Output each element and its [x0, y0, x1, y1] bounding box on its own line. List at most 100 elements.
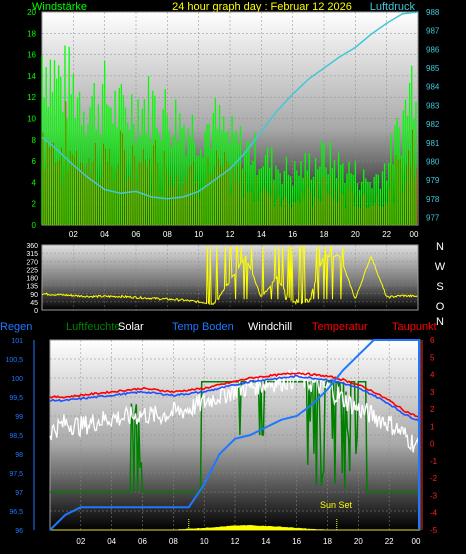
x-tick-label: 00 [412, 537, 421, 546]
y2-tick-label: 985 [426, 64, 440, 73]
compass-label: N [436, 316, 444, 328]
y2-tick-label: -2 [430, 474, 438, 483]
x-tick-label: 02 [69, 230, 78, 239]
dewpoint-line [49, 374, 421, 423]
weather-x-axis: 02 04 06 08 10 12 14 16 18 20 22 00 [76, 537, 421, 546]
y-tick-label: 97,5 [9, 471, 23, 478]
y2-tick-label: 1 [430, 422, 435, 431]
wind-direction-line [41, 246, 418, 306]
y-tick-label: 225 [26, 267, 38, 274]
y-tick-label: 101 [11, 338, 23, 345]
y2-tick-label: 2 [430, 405, 435, 414]
y-tick-label: 4 [32, 178, 37, 187]
weather-series [33, 339, 423, 531]
pressure-axis-title: Luftdruck [370, 1, 416, 13]
y2-tick-label: 983 [426, 101, 440, 110]
y-tick-label: 90 [30, 292, 38, 299]
wind-gust-series [41, 45, 417, 225]
x-tick-label: 06 [132, 230, 141, 239]
y2-tick-label: 0 [430, 440, 435, 449]
y-tick-label: 8 [32, 136, 37, 145]
x-tick-label: 20 [351, 230, 360, 239]
legend-entry: Windchill [248, 321, 292, 333]
y-tick-label: 96 [15, 528, 23, 535]
y2-tick-label: 977 [426, 214, 440, 223]
y2-tick-label: 986 [426, 45, 440, 54]
pressure-y-axis: 988 987 986 985 984 983 982 981 980 979 978 977 [426, 8, 440, 223]
y2-tick-label: 4 [430, 371, 435, 380]
x-tick-label: 22 [382, 230, 391, 239]
wind-x-axis: 02 04 06 08 10 12 14 16 18 20 22 00 [69, 230, 419, 239]
y-tick-label: 14 [27, 72, 36, 81]
y-tick-label: 18 [27, 29, 36, 38]
x-tick-label: 06 [138, 537, 147, 546]
y2-tick-label: 6 [430, 336, 435, 345]
y-tick-label: 270 [26, 259, 38, 266]
x-tick-label: 18 [323, 537, 332, 546]
x-tick-label: 10 [200, 537, 209, 546]
legend-entry: Temperatur [312, 321, 368, 333]
x-tick-label: 16 [288, 230, 297, 239]
sun-set-label: Sun Set [320, 500, 353, 510]
x-tick-label: 02 [76, 537, 85, 546]
x-tick-label: 08 [163, 230, 172, 239]
y-tick-label: 16 [27, 51, 36, 60]
compass-label: S [436, 281, 443, 293]
y2-tick-label: -1 [430, 457, 438, 466]
y-tick-label: 2 [32, 200, 37, 209]
y-tick-label: 98,5 [9, 433, 23, 440]
y2-tick-label: 978 [426, 195, 440, 204]
x-tick-label: 20 [354, 537, 363, 546]
wind-axis-title: Windstärke [32, 1, 87, 13]
x-tick-label: 04 [107, 537, 116, 546]
y2-tick-label: -4 [430, 509, 438, 518]
y-tick-label: 360 [26, 243, 38, 250]
pressure-series [41, 11, 419, 200]
y-tick-label: 99,5 [9, 395, 23, 402]
y-tick-label: 100,5 [5, 357, 23, 364]
legend-entry: Taupunkt [392, 321, 437, 333]
y-tick-label: 100 [11, 376, 23, 383]
legend-entry: Temp Boden [172, 321, 234, 333]
x-tick-label: 00 [410, 230, 419, 239]
y2-tick-label: -3 [430, 491, 438, 500]
solar-area [50, 525, 420, 531]
y2-tick-label: 987 [426, 27, 440, 36]
y2-tick-label: -5 [430, 526, 438, 535]
legend-entry: Luftfeuchte [66, 321, 120, 333]
y2-tick-label: 988 [426, 8, 440, 17]
temperature-line [49, 372, 421, 418]
y-tick-label: 0 [34, 308, 38, 315]
x-tick-label: 16 [292, 537, 301, 546]
y-tick-label: 98 [15, 452, 23, 459]
y2-tick-label: 980 [426, 157, 440, 166]
y-tick-label: 135 [26, 284, 38, 291]
x-tick-label: 14 [257, 230, 266, 239]
y2-tick-label: 984 [426, 83, 440, 92]
y-tick-label: 97 [15, 490, 23, 497]
x-tick-label: 18 [320, 230, 329, 239]
y-tick-label: 45 [30, 300, 38, 307]
compass-label: W [435, 261, 446, 273]
chart-title: 24 hour graph day : Februar 12 2026 [172, 1, 352, 13]
x-tick-label: 04 [100, 230, 109, 239]
y-tick-label: 20 [27, 8, 36, 17]
legend-entry: Regen [0, 321, 32, 333]
weather-right-y-axis: 6 5 4 3 2 1 0 -1 -2 -3 -4 -5 [430, 336, 438, 535]
y-tick-label: 96,5 [9, 509, 23, 516]
compass-label: O [436, 301, 445, 313]
x-tick-label: 22 [385, 537, 394, 546]
x-tick-label: 14 [261, 537, 270, 546]
compass-label: N [436, 241, 444, 253]
x-tick-label: 10 [194, 230, 203, 239]
y-tick-label: 315 [26, 251, 38, 258]
y2-tick-label: 979 [426, 176, 440, 185]
y2-tick-label: 3 [430, 388, 435, 397]
y2-tick-label: 981 [426, 139, 440, 148]
pressure-line [41, 11, 419, 200]
